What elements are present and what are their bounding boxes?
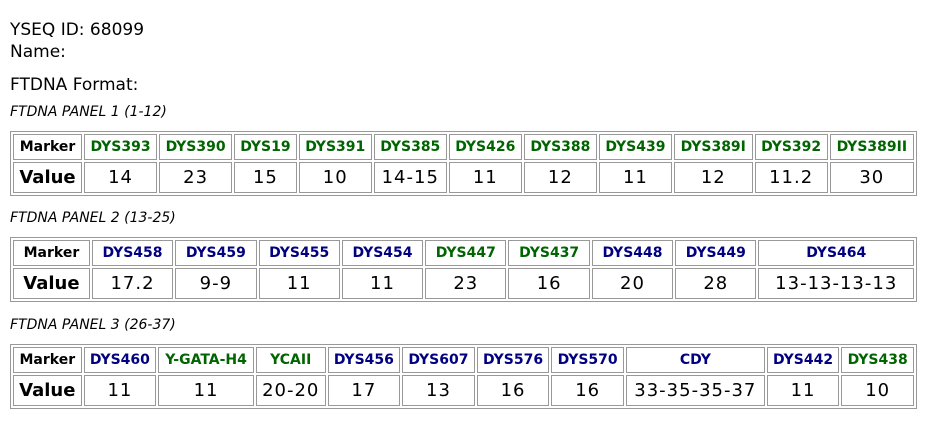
value-row: Value 17.2 9-9 11 11 23 16 20 28 13-13-13-13 [13,268,914,299]
value-row: Value 11 11 20-20 17 13 16 16 33-35-35-37 11 10 [13,375,914,406]
marker-table: Marker DYS460 Y-GATA-H4 YCAII DYS456 DYS607 DY… [10,344,917,409]
marker-name: DYS607 [402,347,475,373]
marker-value: 20-20 [255,375,326,406]
marker-name: DYS389I [673,134,753,160]
marker-value: 11 [341,268,424,299]
marker-name: DYS449 [675,240,757,266]
marker-name: CDY [625,347,765,373]
marker-row: Marker DYS393 DYS390 DYS19 DYS391 DYS385 DYS42… [13,134,914,160]
marker-name: DYS447 [425,240,507,266]
marker-value: 11 [258,268,340,299]
marker-name: DYS456 [327,347,401,373]
marker-name: DYS392 [754,134,828,160]
marker-table: Marker DYS458 DYS459 DYS455 DYS454 DYS447 DYS4… [10,237,917,302]
marker-value: 11 [158,375,254,406]
marker-table: Marker DYS393 DYS390 DYS19 DYS391 DYS385 DYS42… [10,131,917,196]
marker-value: 12 [523,162,597,193]
marker-name: DYS385 [373,134,447,160]
row-label: Value [13,268,90,299]
marker-value: 13 [402,375,475,406]
marker-name: DYS439 [598,134,672,160]
row-label: Marker [13,134,83,160]
marker-value: 11 [83,375,157,406]
marker-value: 13-13-13-13 [758,268,914,299]
marker-name: DYS390 [159,134,233,160]
marker-value: 16 [551,375,624,406]
row-label: Marker [13,240,90,266]
marker-name: DYS448 [591,240,674,266]
marker-name: DYS393 [84,134,158,160]
marker-value: 28 [675,268,757,299]
marker-value: 16 [508,268,590,299]
marker-value: 9-9 [175,268,257,299]
marker-value: 11 [598,162,672,193]
marker-name: YCAII [255,347,326,373]
marker-name: DYS388 [523,134,597,160]
marker-name: DYS455 [258,240,340,266]
marker-value: 23 [425,268,507,299]
marker-name: DYS437 [508,240,590,266]
value-row: Value 14 23 15 10 14-15 11 12 11 12 11.2 30 [13,162,914,193]
marker-value: 11.2 [754,162,828,193]
marker-value: 17.2 [91,268,174,299]
row-label: Marker [13,347,82,373]
marker-name: DYS570 [551,347,624,373]
marker-name: DYS454 [341,240,424,266]
marker-value: 11 [448,162,522,193]
marker-name: Y-GATA-H4 [158,347,254,373]
row-label: Value [13,375,82,406]
marker-value: 17 [327,375,401,406]
marker-value: 16 [476,375,550,406]
marker-value: 30 [829,162,914,193]
marker-value: 12 [673,162,753,193]
marker-value: 10 [841,375,914,406]
marker-value: 14-15 [373,162,447,193]
panel-title: FTDNA PANEL 1 (1-12) [10,104,167,120]
format-line: FTDNA Format: [10,75,139,95]
name-line: Name: [10,42,66,62]
marker-name: DYS438 [841,347,914,373]
marker-value: 20 [591,268,674,299]
panel-title: FTDNA PANEL 2 (13-25) [10,210,176,226]
marker-name: DYS389II [829,134,914,160]
marker-value: 15 [234,162,297,193]
marker-name: DYS426 [448,134,522,160]
row-label: Value [13,162,83,193]
id-line: YSEQ ID: 68099 [10,20,145,40]
marker-name: DYS459 [175,240,257,266]
marker-row: Marker DYS460 Y-GATA-H4 YCAII DYS456 DYS607 DY… [13,347,914,373]
marker-name: DYS464 [758,240,914,266]
marker-name: DYS391 [298,134,372,160]
marker-value: 14 [84,162,158,193]
marker-name: DYS576 [476,347,550,373]
marker-name: DYS442 [766,347,840,373]
marker-value: 11 [766,375,840,406]
marker-row: Marker DYS458 DYS459 DYS455 DYS454 DYS447 DYS4… [13,240,914,266]
marker-value: 23 [159,162,233,193]
marker-value: 10 [298,162,372,193]
marker-name: DYS460 [83,347,157,373]
marker-value: 33-35-35-37 [625,375,765,406]
marker-name: DYS458 [91,240,174,266]
marker-name: DYS19 [234,134,297,160]
panel-title: FTDNA PANEL 3 (26-37) [10,317,176,333]
